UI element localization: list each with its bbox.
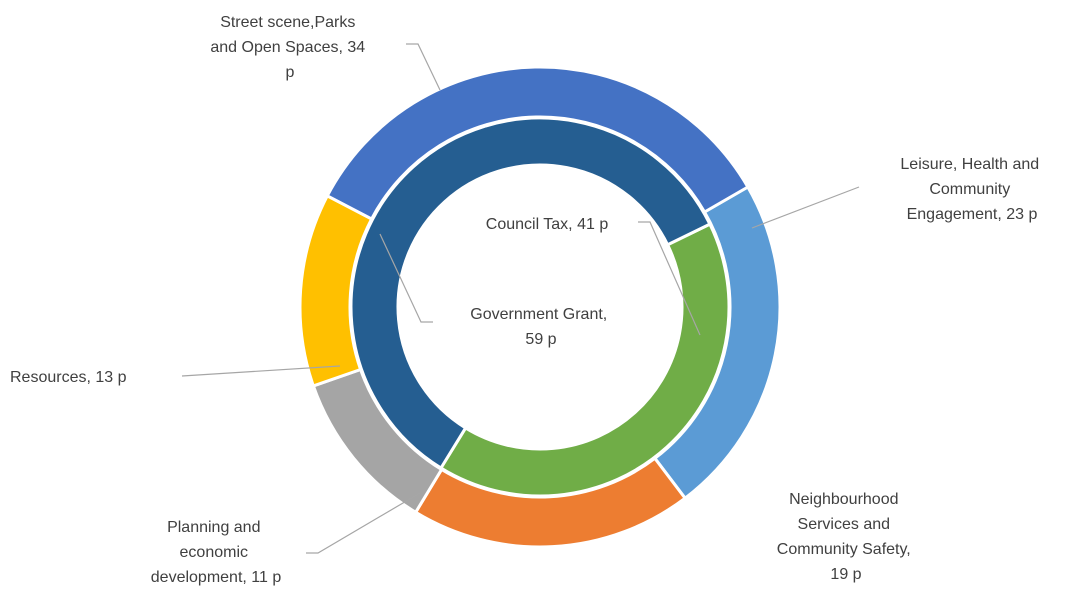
data-label-government-grant-line1: Government Grant, bbox=[470, 306, 607, 323]
data-label-street-scene: Street scene,Parks and Open Spaces, 34 p bbox=[210, 14, 369, 81]
leader-line-planning bbox=[306, 492, 421, 554]
leader-line-leisure bbox=[751, 186, 860, 229]
leader-line-government-grant bbox=[379, 233, 433, 323]
inner-ring bbox=[349, 116, 731, 498]
data-label-resources: Resources, 13 p bbox=[10, 369, 127, 386]
data-label-neighbourhood-line4: 19 p bbox=[830, 566, 861, 583]
data-label-leisure-line2: Community bbox=[929, 181, 1010, 198]
data-label-government-grant-line2: 59 p bbox=[525, 331, 556, 348]
data-label-resources-line1: Resources, 13 p bbox=[10, 369, 127, 386]
data-label-planning: Planning and economic development, 11 p bbox=[151, 519, 282, 586]
data-label-planning-line3: development, 11 p bbox=[151, 569, 282, 586]
segment-council-tax bbox=[438, 222, 731, 498]
data-label-council-tax-line1: Council Tax, 41 p bbox=[486, 216, 609, 233]
data-label-neighbourhood: Neighbourhood Services and Community Saf… bbox=[777, 491, 915, 583]
data-label-neighbourhood-line3: Community Safety, bbox=[777, 541, 911, 558]
data-label-government-grant: Government Grant, 59 p bbox=[470, 306, 611, 348]
segment-government-grant bbox=[349, 116, 712, 471]
data-label-planning-line2: economic bbox=[180, 544, 248, 561]
data-label-planning-line1: Planning and bbox=[167, 519, 260, 536]
data-label-leisure-line3: Engagement, 23 p bbox=[907, 206, 1038, 223]
data-label-council-tax: Council Tax, 41 p bbox=[486, 216, 609, 233]
data-label-neighbourhood-line1: Neighbourhood bbox=[789, 491, 898, 508]
leader-line-council-tax bbox=[638, 221, 701, 336]
leader-line-street-scene bbox=[406, 43, 441, 91]
data-label-neighbourhood-line2: Services and bbox=[798, 516, 891, 533]
data-label-leisure: Leisure, Health and Community Engagement… bbox=[900, 156, 1043, 223]
data-label-street-scene-line2: and Open Spaces, 34 bbox=[210, 39, 365, 56]
data-label-leisure-line1: Leisure, Health and bbox=[900, 156, 1039, 173]
data-label-street-scene-line1: Street scene,Parks bbox=[220, 14, 355, 31]
leader-line-resources bbox=[181, 365, 341, 377]
data-label-street-scene-line3: p bbox=[286, 64, 295, 81]
